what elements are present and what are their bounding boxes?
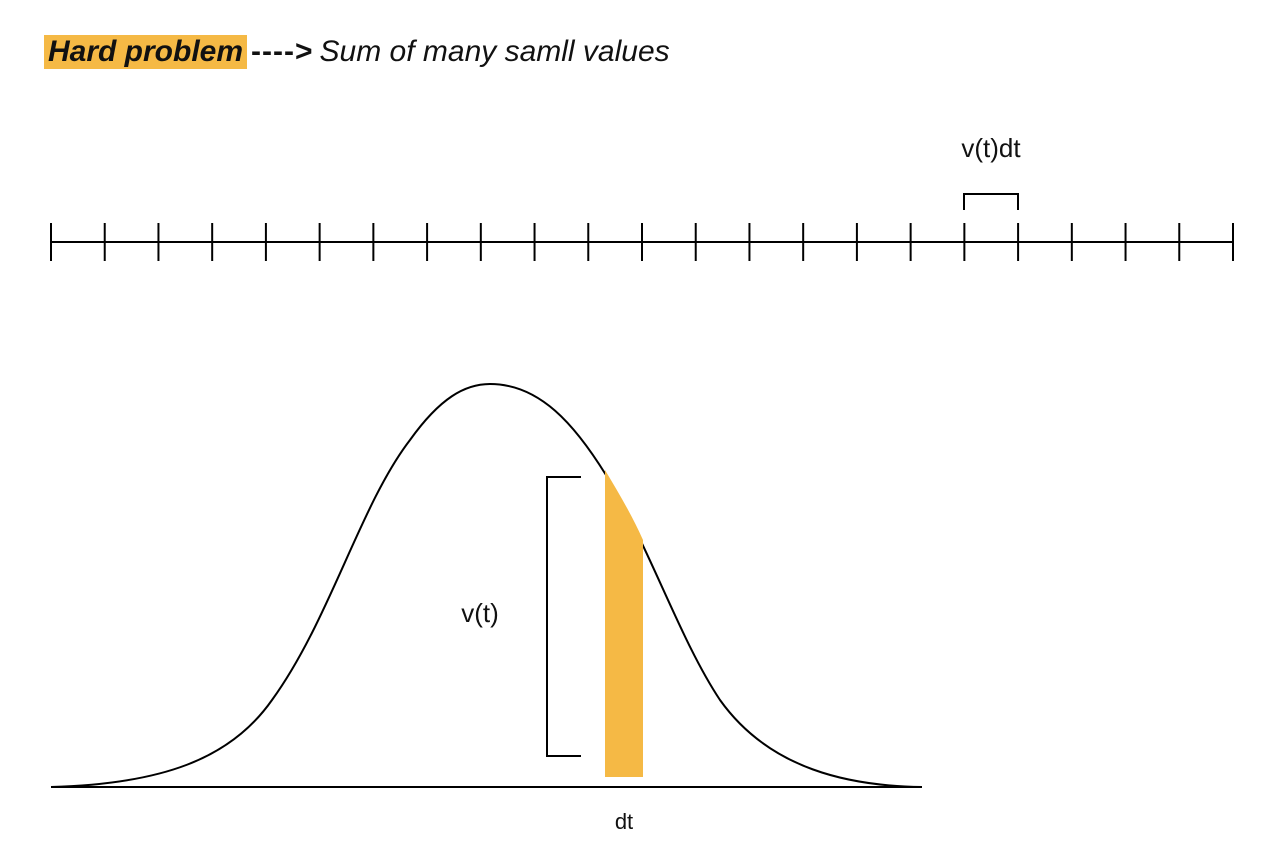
height-label: v(t): [461, 598, 499, 628]
arrow-text: ---->: [251, 35, 314, 68]
interval-bracket-shape: [963, 193, 1019, 210]
bell-curve-group: v(t) dt: [50, 382, 923, 834]
bell-curve: [50, 382, 923, 788]
width-label: dt: [615, 809, 633, 834]
interval-bracket: v(t)dt: [961, 133, 1021, 210]
number-line: [50, 223, 1234, 261]
diagram-title: Hard problem ----> Sum of many samll val…: [44, 32, 670, 72]
title-rest: Sum of many samll values: [319, 35, 670, 68]
height-bracket: [546, 476, 581, 757]
hard-problem-highlight: Hard problem: [44, 35, 248, 69]
interval-bracket-label: v(t)dt: [961, 133, 1021, 163]
dt-strip: [605, 470, 643, 777]
number-line-ticks: [50, 223, 1234, 261]
